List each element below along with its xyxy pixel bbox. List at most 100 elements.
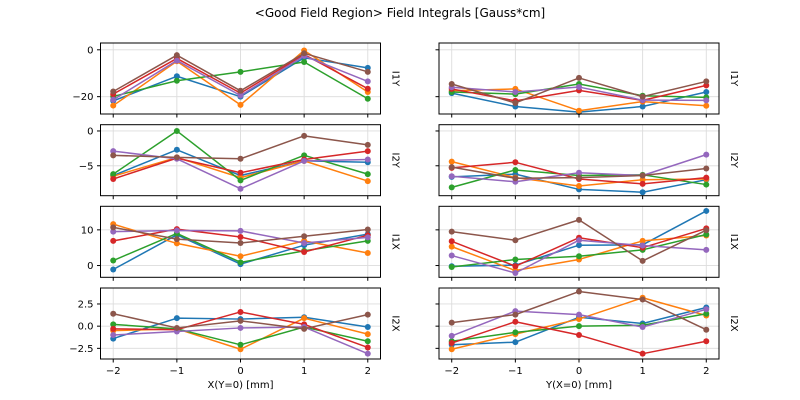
series-6-line	[448, 216, 710, 264]
data-point-marker	[364, 331, 371, 338]
data-point-marker	[576, 316, 582, 323]
y-tick-label: 10	[81, 225, 94, 236]
data-point-marker	[301, 132, 308, 139]
data-point-marker	[639, 103, 646, 110]
data-point-marker	[364, 338, 371, 345]
data-point-marker	[448, 332, 455, 339]
data-point-marker	[364, 234, 371, 241]
data-point-marker	[173, 52, 180, 59]
data-point-marker	[703, 88, 710, 95]
data-point-marker	[512, 270, 519, 277]
data-point-marker	[237, 253, 244, 260]
data-point-marker	[512, 237, 519, 244]
data-point-marker	[237, 87, 244, 94]
data-point-marker	[237, 155, 244, 162]
data-point-marker	[576, 323, 582, 330]
subplot-i2y-left: 0 −5 I2Y	[79, 124, 401, 200]
data-point-marker	[448, 243, 455, 250]
data-point-marker	[576, 332, 582, 339]
data-point-marker	[237, 233, 244, 240]
data-point-marker	[173, 315, 180, 322]
data-point-marker	[301, 152, 308, 159]
row-axis-label: I1X	[728, 234, 739, 250]
data-point-marker	[237, 324, 244, 331]
data-point-marker	[512, 159, 519, 166]
x-tick-label: 0	[576, 366, 582, 377]
data-point-marker	[448, 228, 455, 235]
series-6-line	[110, 50, 371, 95]
data-point-marker	[703, 231, 710, 238]
subplot-i2x-right: −2 −1 0 1 2 I2X Y(X=0) [mm]	[435, 287, 739, 391]
data-point-marker	[576, 237, 582, 244]
data-point-marker	[448, 238, 455, 245]
subplot-i1y-left: 0 −20 I1Y	[72, 42, 401, 118]
data-point-marker	[301, 240, 308, 247]
chart-title: <Good Field Region> Field Integrals [Gau…	[254, 6, 546, 20]
row-axis-label: I1X	[390, 234, 401, 250]
data-point-marker	[512, 88, 519, 95]
row-axis-label: I1Y	[390, 71, 401, 87]
x-tick-label: 2	[703, 366, 709, 377]
data-point-marker	[173, 240, 180, 247]
data-point-marker	[301, 315, 308, 322]
data-point-marker	[173, 154, 180, 161]
data-point-marker	[110, 257, 117, 264]
data-point-marker	[576, 74, 582, 81]
data-point-marker	[448, 319, 455, 326]
data-point-marker	[301, 58, 308, 65]
data-point-marker	[703, 246, 710, 253]
x-tick-label: −1	[508, 366, 523, 377]
data-point-marker	[639, 172, 646, 179]
data-point-marker	[512, 99, 519, 106]
data-point-marker	[237, 346, 244, 353]
data-point-marker	[448, 346, 455, 353]
y-tick-label: 0.0	[78, 322, 94, 333]
x-tick-label: −1	[169, 366, 184, 377]
x-axis-label: X(Y=0) [mm]	[208, 380, 274, 391]
row-axis-label: I1Y	[728, 71, 739, 87]
data-point-marker	[448, 164, 455, 171]
data-point-marker	[364, 226, 371, 233]
data-point-marker	[237, 240, 244, 247]
data-point-marker	[237, 177, 244, 184]
data-point-marker	[110, 332, 117, 339]
data-point-marker	[110, 321, 117, 328]
x-tick-label: −2	[106, 366, 121, 377]
data-point-marker	[703, 97, 710, 104]
data-point-marker	[110, 96, 117, 103]
data-point-marker	[173, 236, 180, 243]
data-point-marker	[448, 81, 455, 88]
data-point-marker	[512, 166, 519, 173]
data-point-marker	[639, 189, 646, 196]
data-point-marker	[448, 252, 455, 259]
data-point-marker	[703, 165, 710, 172]
data-point-marker	[639, 324, 646, 331]
data-point-marker	[703, 338, 710, 345]
data-point-marker	[512, 256, 519, 263]
series-6-line	[110, 132, 371, 162]
data-point-marker	[512, 318, 519, 325]
data-point-marker	[364, 171, 371, 178]
data-point-marker	[639, 93, 646, 100]
data-point-marker	[110, 228, 117, 235]
data-point-marker	[639, 350, 646, 357]
row-axis-label: I2X	[390, 315, 401, 331]
data-point-marker	[576, 242, 582, 249]
data-point-marker	[512, 263, 519, 270]
data-point-marker	[301, 325, 308, 332]
data-point-marker	[110, 325, 117, 332]
subplot-i2y-right: I2Y	[435, 124, 739, 200]
series-6-line	[110, 224, 371, 247]
data-point-marker	[110, 266, 117, 273]
y-tick-label: 0	[87, 45, 93, 56]
data-point-marker	[703, 310, 710, 317]
data-point-marker	[237, 92, 244, 99]
data-point-marker	[364, 78, 371, 85]
x-tick-label: 1	[301, 366, 307, 377]
data-point-marker	[301, 50, 308, 57]
data-point-marker	[576, 182, 582, 189]
data-point-marker	[173, 146, 180, 153]
data-point-marker	[703, 174, 710, 181]
